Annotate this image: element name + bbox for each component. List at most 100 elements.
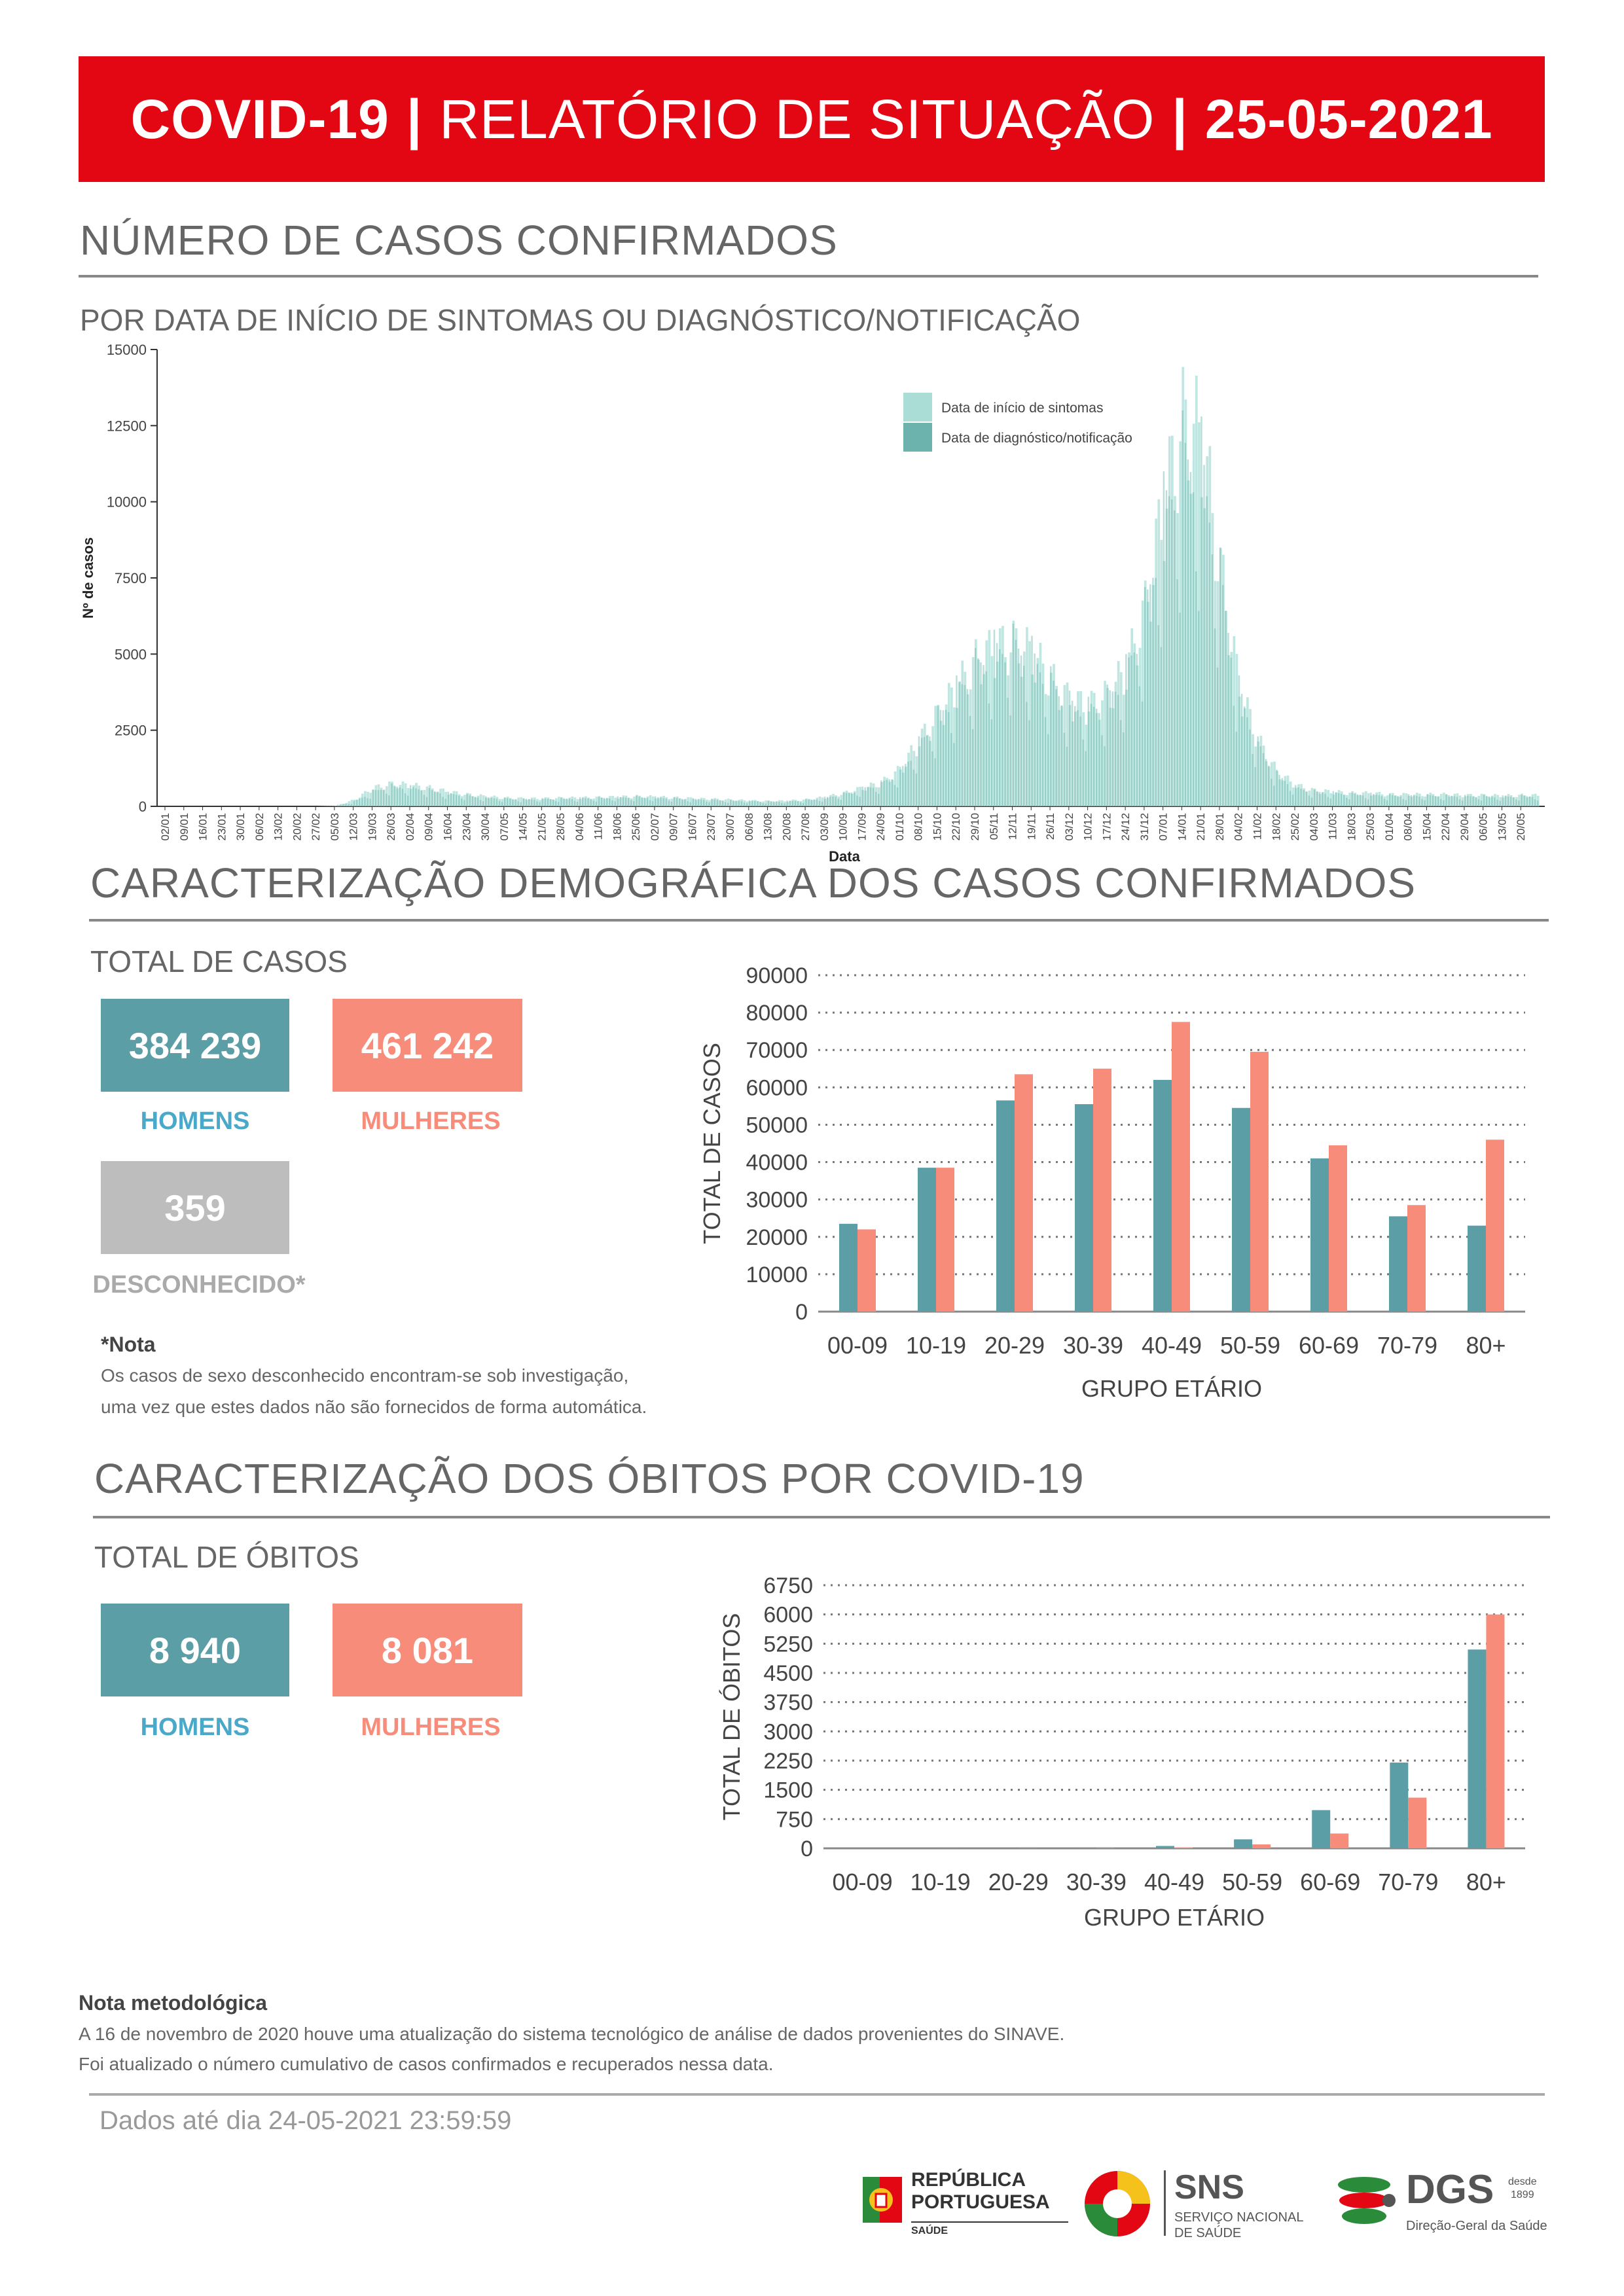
- epi-symptom-bar: [590, 798, 593, 806]
- deaths-y-tick-label: 2250: [763, 1749, 813, 1774]
- epi-diagnosis-bar: [859, 797, 861, 806]
- epi-diagnosis-bar: [1184, 442, 1186, 806]
- epi-diagnosis-bar: [396, 786, 398, 806]
- epi-symptom-bar: [1378, 791, 1381, 806]
- women-deaths-box: 8 081: [333, 1604, 522, 1696]
- epi-symptom-bar: [1026, 627, 1028, 806]
- epi-diagnosis-bar: [458, 795, 460, 806]
- epi-diagnosis-bar: [1063, 732, 1066, 806]
- epi-y-tick-label: 7500: [115, 570, 147, 586]
- epi-diagnosis-bar: [1437, 797, 1439, 806]
- epi-symptom-bar: [1402, 793, 1405, 806]
- epi-x-tick-label: 27/02: [310, 813, 322, 841]
- epi-symptom-bar: [439, 789, 442, 806]
- epi-symptom-bar: [1397, 797, 1399, 806]
- epi-diagnosis-bar: [630, 800, 632, 806]
- epi-diagnosis-bar: [662, 798, 664, 806]
- epi-symptom-bar: [1310, 787, 1314, 806]
- epi-diagnosis-bar: [1443, 800, 1445, 806]
- epi-diagnosis-bar: [340, 804, 342, 806]
- deaths-category-label: 70-79: [1378, 1869, 1438, 1895]
- epi-diagnosis-bar: [503, 797, 506, 806]
- cases-bar-men: [1389, 1216, 1407, 1312]
- epi-x-tick-label: 29/04: [1458, 813, 1471, 841]
- women-deaths-value: 8 081: [381, 1629, 474, 1671]
- epi-symptom-bar: [1305, 791, 1308, 806]
- epi-symptom-bar: [1012, 620, 1015, 806]
- epi-diagnosis-bar: [689, 802, 691, 806]
- epi-symptom-bar: [1098, 719, 1101, 806]
- epi-diagnosis-bar: [867, 787, 869, 806]
- method-note-line-2: Foi atualizado o número cumulativo de ca…: [79, 2054, 774, 2074]
- epi-diagnosis-bar: [1388, 794, 1391, 806]
- epi-symptom-bar: [1168, 436, 1171, 806]
- epi-diagnosis-bar: [585, 798, 586, 806]
- epi-symptom-bar: [367, 791, 369, 806]
- epi-symptom-bar: [1467, 794, 1470, 806]
- epi-diagnosis-bar: [896, 787, 899, 806]
- epi-diagnosis-bar: [781, 802, 783, 806]
- epi-diagnosis-bar: [1147, 589, 1149, 806]
- epi-symptom-bar: [1074, 711, 1077, 806]
- epi-symptom-bar: [1216, 581, 1219, 806]
- women-deaths-label: MULHERES: [361, 1713, 501, 1741]
- epi-diagnosis-bar: [1421, 798, 1423, 806]
- epi-diagnosis-bar: [1327, 797, 1329, 806]
- epi-symptom-bar: [1373, 795, 1375, 806]
- epi-diagnosis-bar: [681, 798, 683, 806]
- epi-diagnosis-bar: [875, 791, 877, 806]
- cases-bar-men: [1468, 1225, 1486, 1312]
- deaths-y-axis-title: TOTAL DE ÓBITOS: [718, 1613, 745, 1821]
- epi-diagnosis-bar: [993, 630, 996, 806]
- banner-covid: COVID-19: [130, 88, 389, 150]
- cases-bar-men: [839, 1223, 857, 1312]
- epi-symptom-bar: [794, 800, 797, 806]
- epi-symptom-bar: [1461, 797, 1464, 806]
- epi-diagnosis-bar: [490, 797, 492, 806]
- epi-symptom-bar: [872, 783, 875, 806]
- epi-symptom-bar: [842, 791, 846, 806]
- epi-symptom-bar: [775, 801, 778, 806]
- epi-symptom-bar: [541, 798, 545, 806]
- epi-symptom-bar: [684, 798, 687, 806]
- epi-diagnosis-bar: [614, 801, 616, 806]
- epi-diagnosis-bar: [566, 798, 568, 806]
- cases-y-axis-title: TOTAL DE CASOS: [698, 1043, 725, 1244]
- epi-diagnosis-bar: [1284, 781, 1286, 806]
- epi-diagnosis-bar: [496, 798, 497, 806]
- epi-diagnosis-bar: [697, 799, 700, 806]
- epi-x-tick-label: 07/01: [1157, 813, 1170, 841]
- epi-symptom-bar: [799, 800, 803, 806]
- epi-symptom-bar: [646, 796, 649, 806]
- epi-diagnosis-bar: [1496, 799, 1498, 806]
- epi-diagnosis-bar: [563, 798, 565, 806]
- epi-symptom-bar: [463, 795, 466, 806]
- epi-symptom-bar: [345, 802, 348, 806]
- method-note-line-1: A 16 de novembro de 2020 houve uma atual…: [79, 2024, 1065, 2044]
- epi-symptom-bar: [869, 782, 873, 806]
- epi-symptom-bar: [945, 704, 948, 806]
- epi-symptom-bar: [624, 795, 628, 806]
- epi-diagnosis-bar: [966, 689, 969, 806]
- epi-diagnosis-bar: [549, 798, 552, 806]
- epi-symptom-bar: [695, 800, 698, 806]
- epi-symptom-bar: [893, 771, 897, 806]
- epi-symptom-bar: [1380, 794, 1384, 806]
- epi-symptom-bar: [770, 801, 773, 806]
- epi-symptom-bar: [670, 798, 674, 806]
- epi-symptom-bar: [458, 794, 461, 806]
- epi-symptom-bar: [878, 787, 880, 806]
- epi-diagnosis-bar: [1316, 791, 1318, 806]
- epi-diagnosis-bar: [1230, 657, 1232, 806]
- epi-symptom-bar: [765, 800, 768, 806]
- cases-bar-women: [1486, 1139, 1504, 1312]
- epi-symptom-bar: [829, 795, 832, 806]
- epi-symptom-bar: [1133, 643, 1136, 806]
- epi-symptom-bar: [1362, 792, 1365, 806]
- epi-diagnosis-bar: [1415, 796, 1418, 806]
- cases-by-age-chart: 0 10000 20000 30000 40000 50000 60000 70000 8000…: [698, 963, 1525, 1402]
- deaths-bar-men: [1468, 1649, 1487, 1848]
- epi-diagnosis-bar: [1515, 799, 1517, 806]
- epi-diagnosis-bar: [393, 785, 395, 806]
- epi-diagnosis-bar: [918, 736, 920, 806]
